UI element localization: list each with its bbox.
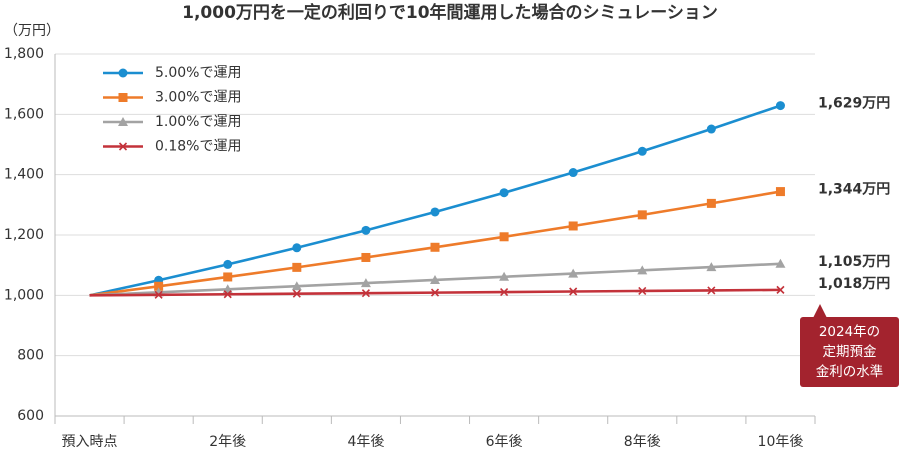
marker [499, 232, 509, 242]
annotation-pointer [813, 304, 827, 318]
marker [499, 188, 509, 198]
y-tick-label: 1,200 [4, 227, 44, 243]
x-tick-label: 10年後 [758, 434, 804, 450]
legend-label: 0.18%で運用 [155, 139, 241, 155]
annotation-text: 定期預金 [823, 344, 877, 360]
marker [568, 268, 579, 278]
marker [118, 117, 128, 126]
marker [430, 274, 440, 284]
marker [706, 124, 716, 134]
marker [430, 207, 440, 217]
marker [223, 290, 232, 299]
y-axis-label: （万円） [4, 23, 60, 39]
y-tick-label: 1,600 [4, 106, 44, 122]
marker [499, 271, 510, 281]
end-label: 1,344万円 [818, 182, 890, 198]
legend-label: 1.00%で運用 [155, 114, 241, 130]
x-tick-label: 4年後 [347, 434, 384, 450]
end-label: 1,105万円 [818, 254, 890, 270]
marker [292, 262, 302, 272]
annotation-box [800, 317, 899, 387]
marker [118, 68, 128, 78]
marker [361, 252, 371, 262]
x-tick-label: 2年後 [209, 434, 246, 450]
marker [569, 287, 578, 296]
annotation-text: 金利の水準 [816, 364, 884, 380]
marker [223, 272, 233, 282]
marker [775, 258, 786, 268]
marker [707, 286, 716, 295]
y-tick-label: 800 [17, 348, 44, 364]
chart-title: 1,000万円を一定の利回りで10年間運用した場合のシミュレーション [182, 2, 718, 23]
marker [568, 168, 578, 178]
x-tick-label: 預入時点 [62, 434, 118, 450]
x-tick-label: 6年後 [486, 434, 523, 450]
marker [361, 225, 371, 235]
annotation-text: 2024年の [819, 324, 880, 340]
marker [568, 221, 578, 231]
marker [223, 259, 233, 269]
marker [118, 93, 128, 102]
marker [637, 146, 647, 156]
marker [706, 198, 716, 208]
marker [292, 289, 301, 298]
y-tick-label: 1,800 [4, 46, 44, 62]
marker [775, 101, 785, 111]
marker [500, 288, 509, 297]
end-label: 1,629万円 [818, 96, 890, 112]
y-tick-label: 1,400 [4, 167, 44, 183]
legend-label: 3.00%で運用 [155, 90, 241, 106]
marker [706, 262, 717, 272]
series-line [89, 104, 781, 297]
y-tick-label: 1,000 [4, 287, 44, 303]
marker [154, 281, 164, 291]
marker [292, 243, 302, 253]
marker [291, 281, 302, 291]
marker [360, 278, 371, 288]
marker [637, 265, 648, 275]
marker [154, 290, 163, 299]
marker [637, 210, 647, 220]
marker [361, 289, 370, 298]
marker [430, 242, 440, 252]
marker [638, 286, 647, 296]
marker [776, 285, 785, 294]
legend-label: 5.00%で運用 [155, 65, 241, 81]
marker [118, 142, 128, 151]
x-tick-label: 8年後 [624, 434, 661, 450]
marker [430, 288, 440, 297]
y-tick-label: 600 [17, 408, 44, 424]
marker [775, 187, 785, 197]
end-label: 1,018万円 [818, 276, 890, 292]
